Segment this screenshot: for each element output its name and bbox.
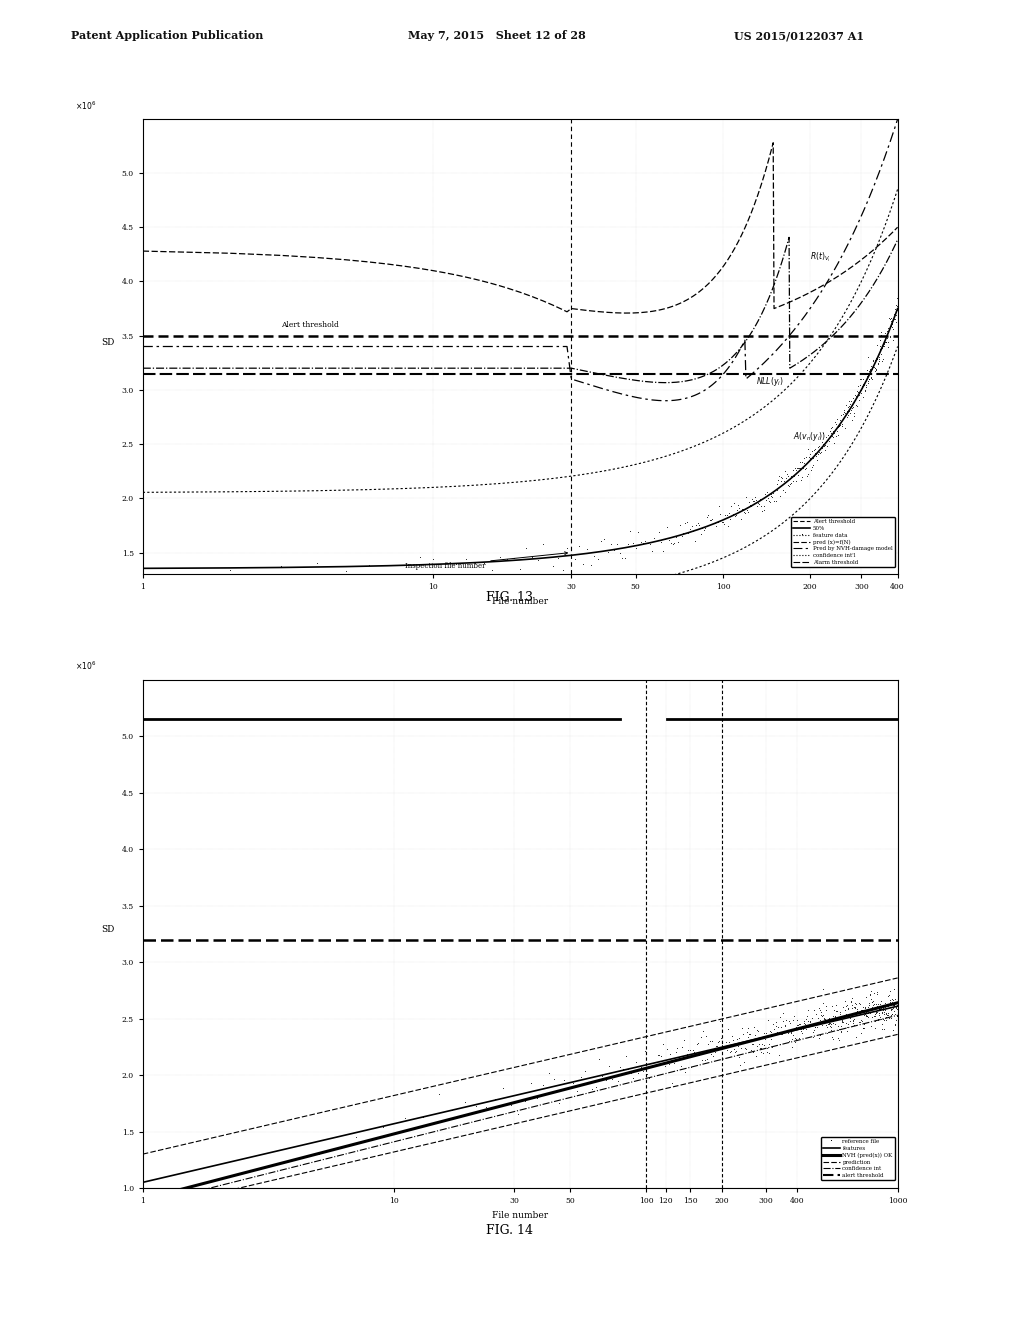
Text: $\times 10^6$: $\times 10^6$	[74, 99, 96, 112]
Y-axis label: SD: SD	[101, 338, 114, 347]
Text: Inspection file number: Inspection file number	[405, 552, 567, 569]
Text: $\times 10^6$: $\times 10^6$	[74, 659, 96, 672]
Text: May 7, 2015   Sheet 12 of 28: May 7, 2015 Sheet 12 of 28	[408, 30, 585, 41]
Legend: Alert threshold, 50%, feature data, pred (x)=f(N), Pred by NVH-damage model, con: Alert threshold, 50%, feature data, pred…	[791, 517, 894, 566]
Text: $R(t)_{V_i}$: $R(t)_{V_i}$	[809, 251, 830, 264]
Text: Alert threshold: Alert threshold	[281, 321, 338, 329]
Text: FIG. 13: FIG. 13	[486, 591, 533, 605]
Text: US 2015/0122037 A1: US 2015/0122037 A1	[734, 30, 863, 41]
Text: Patent Application Publication: Patent Application Publication	[71, 30, 264, 41]
X-axis label: File number: File number	[491, 1210, 548, 1220]
Text: $NLL(y_i)$: $NLL(y_i)$	[755, 375, 783, 388]
Text: FIG. 14: FIG. 14	[486, 1224, 533, 1237]
Y-axis label: SD: SD	[101, 925, 114, 935]
Text: $A(v_n(y_i))$: $A(v_n(y_i))$	[793, 430, 826, 442]
X-axis label: File number: File number	[491, 597, 548, 606]
Legend: reference file, features, NVH (pred(x)) OK, prediction, confidence int, alert th: reference file, features, NVH (pred(x)) …	[820, 1137, 894, 1180]
